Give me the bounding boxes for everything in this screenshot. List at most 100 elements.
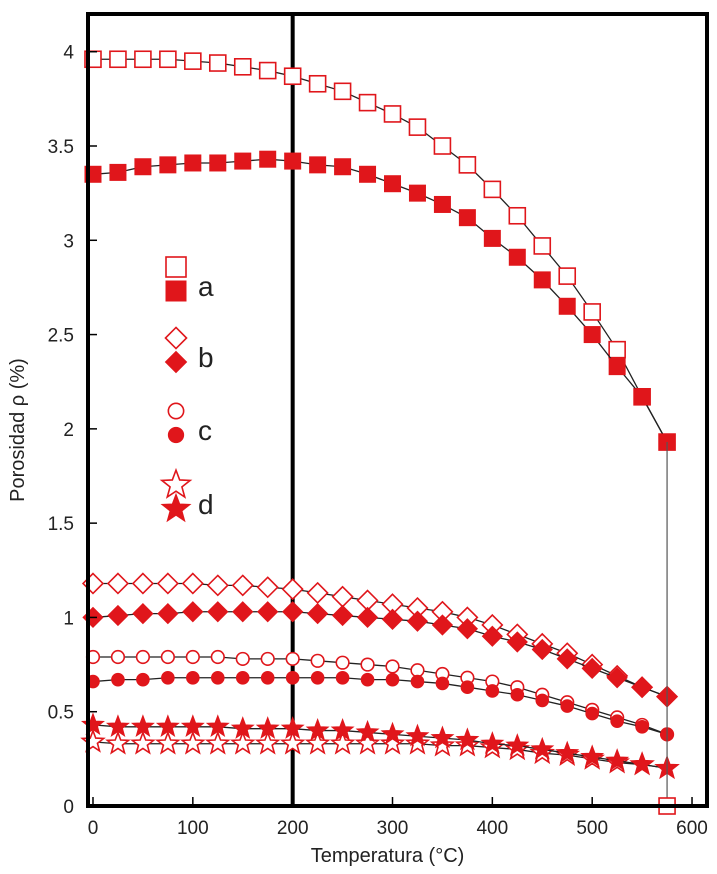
legend-entry-d: d xyxy=(159,467,214,523)
data-point xyxy=(107,604,129,627)
data-point xyxy=(106,572,130,595)
x-tick-label: 0 xyxy=(88,818,99,839)
data-point xyxy=(109,163,127,181)
data-point xyxy=(209,154,227,172)
data-point xyxy=(506,631,528,653)
data-point xyxy=(508,206,527,225)
data-point xyxy=(329,730,356,755)
data-point xyxy=(155,730,181,755)
data-point xyxy=(256,576,279,599)
data-point xyxy=(356,606,379,629)
data-point xyxy=(282,601,304,623)
data-point xyxy=(131,572,154,595)
series-line xyxy=(92,724,668,769)
legend-entry-a: a xyxy=(165,256,214,302)
data-point xyxy=(530,736,555,760)
data-point xyxy=(310,653,325,668)
legend-marker-square-icon xyxy=(165,280,187,302)
y-tick-label: 3 xyxy=(63,231,74,252)
data-point xyxy=(456,618,479,640)
data-point xyxy=(181,572,204,595)
data-point xyxy=(331,585,354,608)
series-c-solid xyxy=(86,670,674,742)
data-point xyxy=(110,649,126,665)
data-point xyxy=(80,728,106,753)
data-point xyxy=(630,751,655,775)
legend-marker-star-icon xyxy=(159,467,193,499)
data-point xyxy=(308,74,327,93)
data-point xyxy=(335,670,350,685)
data-point xyxy=(205,730,231,755)
data-point xyxy=(431,614,454,636)
data-point xyxy=(307,603,329,625)
data-point xyxy=(480,731,505,754)
data-point xyxy=(481,625,503,647)
data-point xyxy=(157,603,179,625)
legend-entry-c: c xyxy=(167,402,212,446)
legend-marker-star-icon xyxy=(160,492,192,523)
data-point xyxy=(458,209,476,227)
data-point xyxy=(359,165,377,183)
data-point xyxy=(182,601,204,623)
data-point xyxy=(257,601,279,623)
data-point xyxy=(585,706,599,721)
data-point xyxy=(429,732,456,757)
y-tick-label: 3.5 xyxy=(48,137,74,158)
data-point xyxy=(134,50,152,69)
plot-frame xyxy=(86,12,709,808)
data-point xyxy=(535,693,550,708)
data-point xyxy=(633,388,651,406)
data-point xyxy=(280,716,305,739)
data-point xyxy=(608,340,626,359)
y-tick-label: 1.5 xyxy=(48,514,74,535)
data-point xyxy=(132,603,154,625)
data-point xyxy=(360,672,375,687)
data-point xyxy=(583,303,601,321)
data-point xyxy=(185,649,200,665)
data-point xyxy=(159,50,177,69)
legend-marker-circle-icon xyxy=(167,426,185,444)
data-point xyxy=(210,649,225,665)
data-point xyxy=(381,608,404,630)
data-point xyxy=(335,655,350,670)
data-point xyxy=(155,714,180,737)
data-point xyxy=(161,670,175,685)
data-point xyxy=(433,195,451,213)
data-point xyxy=(232,601,254,623)
data-point xyxy=(279,730,306,755)
data-point xyxy=(408,118,427,136)
data-point xyxy=(385,659,400,674)
data-point xyxy=(306,581,329,604)
y-tick-label: 2 xyxy=(63,420,74,441)
x-tick-label: 600 xyxy=(676,818,708,839)
y-tick-label: 1 xyxy=(63,608,74,629)
data-point xyxy=(558,267,577,285)
data-point xyxy=(606,667,628,689)
data-point xyxy=(260,651,275,667)
data-point xyxy=(433,137,452,155)
data-point xyxy=(208,54,227,72)
data-point xyxy=(485,684,500,698)
series-line xyxy=(92,656,668,735)
data-point xyxy=(156,572,179,595)
data-point xyxy=(309,156,327,174)
data-point xyxy=(284,152,302,170)
data-point xyxy=(259,150,277,168)
data-point xyxy=(608,358,626,376)
y-tick-label: 0 xyxy=(63,797,74,818)
x-tick-label: 200 xyxy=(277,818,309,839)
data-point xyxy=(159,156,177,174)
data-point xyxy=(135,649,151,665)
data-point xyxy=(560,699,575,713)
data-point xyxy=(384,175,402,193)
legend-marker-circle-icon xyxy=(167,402,185,420)
data-point xyxy=(406,610,429,632)
series-line xyxy=(92,58,668,443)
data-point xyxy=(130,730,156,755)
data-point xyxy=(258,61,277,80)
data-point xyxy=(385,672,400,687)
data-point xyxy=(508,248,526,266)
data-point xyxy=(255,716,280,739)
data-point xyxy=(460,680,475,695)
